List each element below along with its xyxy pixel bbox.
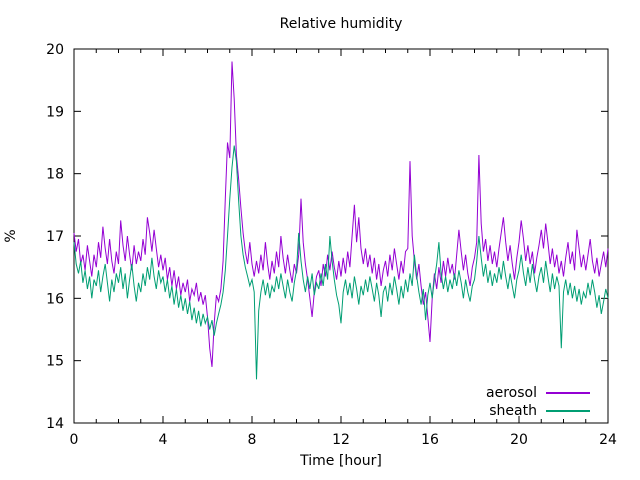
series-line-aerosol bbox=[73, 61, 609, 367]
y-axis-label: % bbox=[3, 229, 19, 242]
x-tick-label: 24 bbox=[599, 432, 617, 448]
x-axis-label: Time [hour] bbox=[299, 453, 382, 469]
y-tick-label: 14 bbox=[46, 416, 64, 432]
legend-item-sheath: sheath bbox=[486, 402, 590, 420]
legend-item-aerosol: aerosol bbox=[486, 384, 590, 402]
y-tick-label: 15 bbox=[46, 354, 64, 370]
plot-generated-layer: 0 4 8 12 16 20 24 14 15 16 17 18 19 20 bbox=[46, 42, 617, 448]
y-tick-label: 16 bbox=[46, 291, 64, 307]
y-tick-label: 17 bbox=[46, 229, 64, 245]
y-tick-label: 18 bbox=[46, 167, 64, 183]
legend-label-aerosol: aerosol bbox=[486, 385, 537, 401]
legend-label-sheath: sheath bbox=[489, 403, 537, 419]
y-tick-label: 20 bbox=[46, 42, 64, 58]
series-line-sheath bbox=[73, 145, 609, 380]
x-tick-label: 12 bbox=[332, 432, 350, 448]
chart-title: Relative humidity bbox=[280, 16, 403, 32]
sheath-line-swatch bbox=[546, 410, 590, 412]
plot-border bbox=[73, 48, 609, 424]
y-tick-label: 19 bbox=[46, 104, 64, 120]
x-tick-label: 20 bbox=[510, 432, 528, 448]
x-tick-label: 16 bbox=[421, 432, 439, 448]
x-tick-label: 0 bbox=[70, 432, 79, 448]
x-tick-label: 8 bbox=[248, 432, 257, 448]
aerosol-line-swatch bbox=[546, 392, 590, 394]
legend: aerosol sheath bbox=[486, 384, 590, 420]
x-tick-label: 4 bbox=[159, 432, 168, 448]
